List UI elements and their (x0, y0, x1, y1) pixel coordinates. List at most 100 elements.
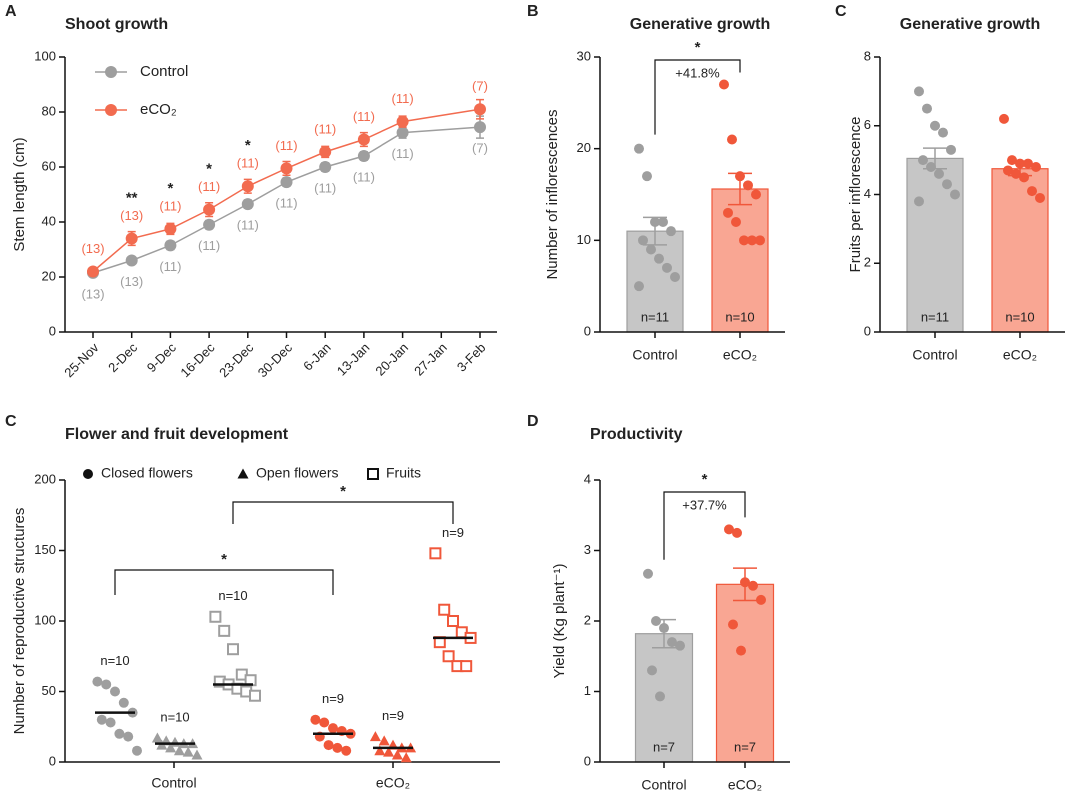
point (731, 217, 741, 227)
n-label: n=10 (218, 588, 247, 603)
panel-letter: C (5, 413, 17, 430)
x-tick-label: 16-Dec (177, 340, 218, 381)
point (646, 244, 656, 255)
point (914, 86, 924, 97)
point (173, 745, 185, 756)
y-tick-label: 10 (577, 232, 591, 247)
n-label: (11) (314, 180, 336, 195)
point (756, 594, 766, 605)
n-label: n=9 (382, 708, 404, 723)
n-label: n=11 (641, 309, 669, 324)
point (946, 144, 956, 155)
n-label: (13) (120, 208, 143, 223)
x-tick-label: eCO₂ (376, 775, 410, 791)
x-tick-label: 27-Jan (411, 340, 450, 379)
point (724, 524, 734, 535)
series-line (92, 126, 481, 274)
point (732, 527, 742, 538)
point (447, 615, 459, 627)
point (723, 207, 733, 218)
point (474, 121, 486, 134)
point (396, 126, 409, 139)
point (1007, 155, 1017, 166)
point (328, 723, 338, 734)
point (357, 133, 370, 146)
point (658, 217, 668, 227)
point (191, 749, 203, 760)
point (460, 660, 473, 673)
y-tick-label: 20 (577, 140, 591, 155)
legend-label: Open flowers (256, 465, 338, 481)
error-bar (1008, 161, 1032, 177)
point (667, 637, 677, 648)
error-bar (728, 172, 752, 206)
n-label: (11) (275, 138, 297, 153)
x-tick-label: 20-Jan (372, 340, 411, 379)
y-axis-label: Fruits per inflorescence (847, 117, 864, 273)
point (378, 735, 390, 746)
y-axis-label: Stem length (cm) (11, 137, 28, 251)
point (391, 749, 403, 760)
point (249, 689, 261, 702)
legend-label: eCO₂ (140, 101, 177, 118)
n-label: (13) (81, 286, 104, 301)
n-label: (11) (353, 169, 375, 184)
point (999, 113, 1009, 124)
legend-marker (105, 66, 117, 78)
x-tick-label: 2-Dec (105, 340, 140, 375)
n-label: n=10 (725, 309, 754, 324)
y-tick-label: 40 (42, 213, 56, 228)
point (647, 665, 657, 676)
point (938, 127, 948, 138)
bar (906, 157, 964, 333)
y-tick-label: 4 (864, 186, 871, 201)
significance: * (245, 137, 251, 154)
bar (711, 188, 769, 333)
x-tick-label: Control (151, 775, 196, 791)
point (474, 103, 486, 116)
legend-marker (105, 104, 117, 116)
y-tick-label: 50 (42, 683, 56, 698)
panel-letter: C (835, 3, 847, 20)
y-tick-label: 0 (864, 323, 871, 338)
y-tick-label: 60 (42, 158, 56, 173)
point (132, 745, 142, 756)
n-label: (13) (120, 274, 143, 289)
point (319, 161, 332, 173)
x-tick-label: 6-Jan (300, 340, 334, 374)
bar (715, 583, 775, 763)
point (1003, 165, 1013, 176)
point (164, 222, 177, 235)
point (374, 745, 386, 756)
point (930, 120, 940, 131)
point (400, 752, 412, 763)
point (926, 162, 936, 172)
y-tick-label: 0 (584, 753, 591, 768)
change-label: +37.7% (682, 497, 727, 512)
chart-title: Generative growth (900, 16, 1040, 33)
panel-letter: D (527, 413, 539, 430)
point (319, 717, 330, 728)
n-label: (11) (275, 196, 297, 211)
y-tick-label: 6 (864, 117, 871, 132)
point (110, 686, 120, 697)
x-tick-label: eCO₂ (728, 777, 762, 793)
point (755, 235, 765, 246)
point (666, 226, 676, 237)
n-label: (7) (472, 141, 488, 156)
y-axis-label: Number of reproductive structures (11, 508, 28, 735)
n-label: (11) (392, 146, 414, 161)
point (123, 731, 134, 742)
y-tick-label: 0 (49, 753, 56, 768)
point (638, 235, 648, 246)
bracket (232, 501, 454, 524)
point (396, 115, 409, 128)
x-tick-label: eCO₂ (723, 347, 757, 363)
n-label: (11) (353, 109, 375, 124)
point (719, 79, 729, 90)
n-label: (11) (314, 121, 336, 136)
panel-letter: A (5, 3, 17, 20)
point (914, 196, 924, 207)
x-tick-label: Control (632, 347, 677, 363)
n-label: (11) (159, 259, 181, 274)
